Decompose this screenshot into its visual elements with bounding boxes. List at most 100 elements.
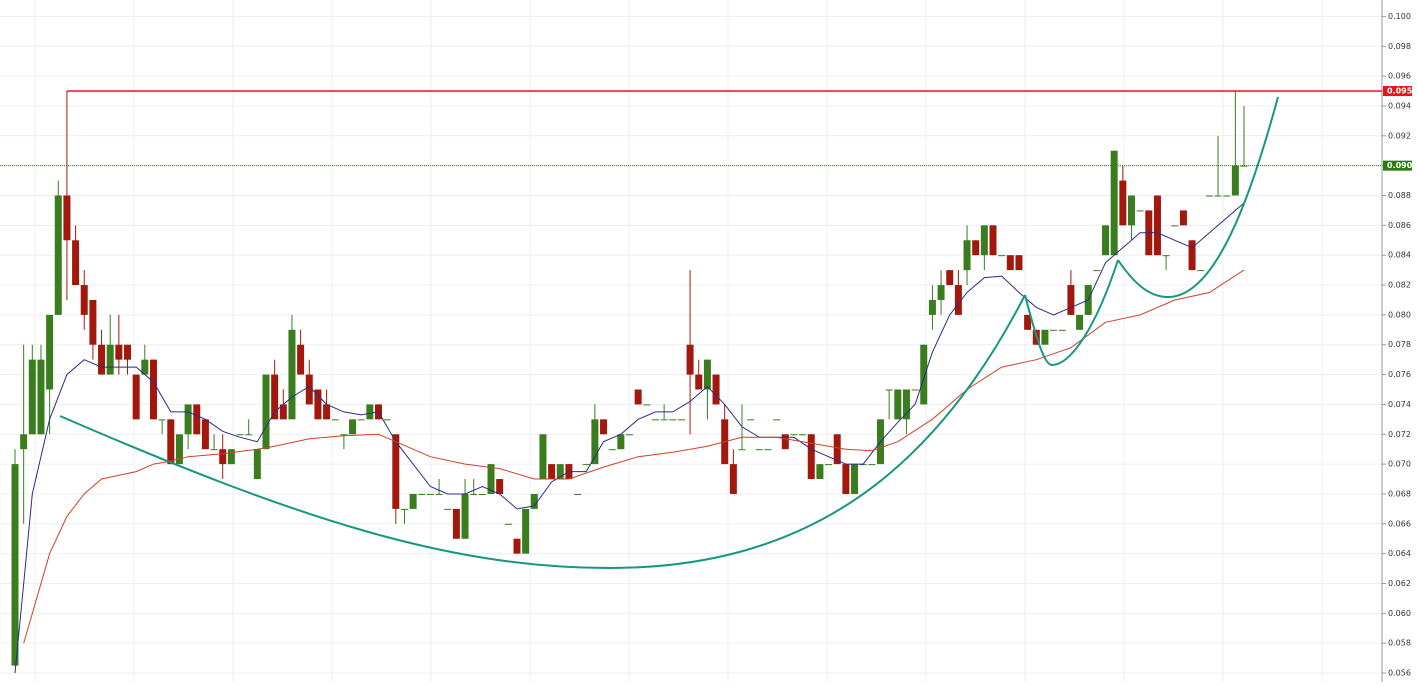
candle-body bbox=[591, 419, 599, 465]
candle-body bbox=[1015, 255, 1023, 271]
candle-body bbox=[305, 374, 313, 405]
candle-body bbox=[755, 449, 763, 451]
candle-body bbox=[201, 419, 209, 450]
candle-body bbox=[617, 434, 625, 450]
y-tick-label: 0.064 bbox=[1388, 549, 1411, 558]
candle-body bbox=[660, 419, 668, 421]
handle-curve bbox=[1024, 259, 1119, 367]
candle-body bbox=[314, 389, 322, 420]
candle-body bbox=[383, 419, 391, 421]
candle-body bbox=[1050, 329, 1058, 331]
candle-body bbox=[920, 344, 928, 405]
candle-body bbox=[1162, 255, 1170, 257]
candle-body bbox=[842, 464, 850, 494]
y-tick-label: 0.100 bbox=[1388, 12, 1411, 21]
moving-average-line bbox=[14, 202, 1245, 674]
price-tag-label: 0.095 bbox=[1387, 87, 1413, 96]
candle-body bbox=[72, 240, 80, 286]
candle-body bbox=[972, 240, 980, 256]
candle-body bbox=[1136, 210, 1144, 212]
price-tag bbox=[1383, 160, 1412, 171]
candle-body bbox=[37, 359, 45, 435]
candle-body bbox=[297, 344, 305, 375]
candle-body bbox=[980, 225, 988, 256]
candle-body bbox=[1205, 195, 1213, 197]
candle-body bbox=[478, 493, 486, 495]
candle-body bbox=[444, 508, 452, 510]
y-tick-label: 0.058 bbox=[1388, 639, 1411, 648]
candle-body bbox=[1231, 165, 1239, 196]
candle-body bbox=[928, 299, 936, 315]
candle-body bbox=[816, 464, 824, 480]
candle-body bbox=[911, 389, 919, 391]
candle-body bbox=[323, 404, 331, 420]
candle-body bbox=[556, 464, 564, 480]
candle-body bbox=[1197, 270, 1205, 272]
y-tick-label: 0.070 bbox=[1388, 460, 1411, 469]
candle-body bbox=[747, 419, 755, 421]
candle-body bbox=[1076, 314, 1084, 330]
candle-body bbox=[80, 285, 88, 315]
candle-body bbox=[1006, 255, 1014, 271]
candle-body bbox=[106, 344, 114, 375]
candle-body bbox=[539, 434, 547, 480]
y-tick-label: 0.066 bbox=[1388, 519, 1411, 528]
pattern-curves bbox=[59, 96, 1279, 570]
candle-body bbox=[686, 344, 694, 375]
candle-body bbox=[124, 344, 132, 360]
candle-body bbox=[574, 493, 582, 495]
y-tick-label: 0.082 bbox=[1388, 281, 1411, 290]
candle-body bbox=[435, 493, 443, 495]
candle-body bbox=[998, 255, 1006, 257]
candle-body bbox=[184, 404, 192, 435]
candle-body bbox=[28, 359, 36, 435]
candle-body bbox=[115, 344, 123, 360]
candle-body bbox=[279, 404, 287, 420]
y-tick-label: 0.074 bbox=[1388, 400, 1411, 409]
y-tick-label: 0.094 bbox=[1388, 101, 1411, 110]
candle-body bbox=[236, 434, 244, 436]
candle-body bbox=[409, 493, 417, 509]
candle-body bbox=[98, 344, 106, 375]
candle-body bbox=[1093, 270, 1101, 272]
candle-body bbox=[669, 419, 677, 421]
price-tag-label: 0.090 bbox=[1387, 161, 1413, 170]
candle-body bbox=[496, 479, 504, 494]
y-tick-label: 0.086 bbox=[1388, 221, 1411, 230]
candle-body bbox=[677, 419, 685, 421]
candle-body bbox=[738, 449, 746, 451]
candle-body bbox=[1058, 329, 1066, 331]
candle-body bbox=[331, 419, 339, 421]
candle-body bbox=[989, 225, 997, 256]
candle-body bbox=[530, 493, 538, 509]
candle-body bbox=[392, 434, 400, 509]
candle-body bbox=[582, 464, 590, 466]
candle-body bbox=[1179, 210, 1187, 226]
y-tick-label: 0.060 bbox=[1388, 609, 1411, 618]
candle-body bbox=[340, 434, 348, 436]
candle-body bbox=[1127, 195, 1135, 226]
candle-body bbox=[799, 434, 807, 436]
candle-body bbox=[158, 419, 166, 421]
candle-body bbox=[851, 464, 859, 494]
candle-body bbox=[1067, 285, 1075, 315]
candle-body bbox=[175, 434, 183, 465]
candle-body bbox=[1119, 180, 1127, 226]
candle-body bbox=[937, 285, 945, 300]
candle-body bbox=[1188, 240, 1196, 271]
y-tick-label: 0.076 bbox=[1388, 370, 1411, 379]
candle-body bbox=[859, 464, 867, 466]
candle-body bbox=[781, 434, 789, 450]
candle-body bbox=[1171, 225, 1179, 227]
candle-body bbox=[167, 419, 175, 465]
price-tag bbox=[1383, 86, 1412, 97]
moving-average-line bbox=[23, 269, 1245, 644]
y-tick-label: 0.080 bbox=[1388, 310, 1411, 319]
candle-body bbox=[729, 464, 737, 494]
candle-body bbox=[807, 434, 815, 480]
candle-body bbox=[773, 419, 781, 421]
y-tick-label: 0.096 bbox=[1388, 72, 1411, 81]
candle-body bbox=[1102, 225, 1110, 256]
